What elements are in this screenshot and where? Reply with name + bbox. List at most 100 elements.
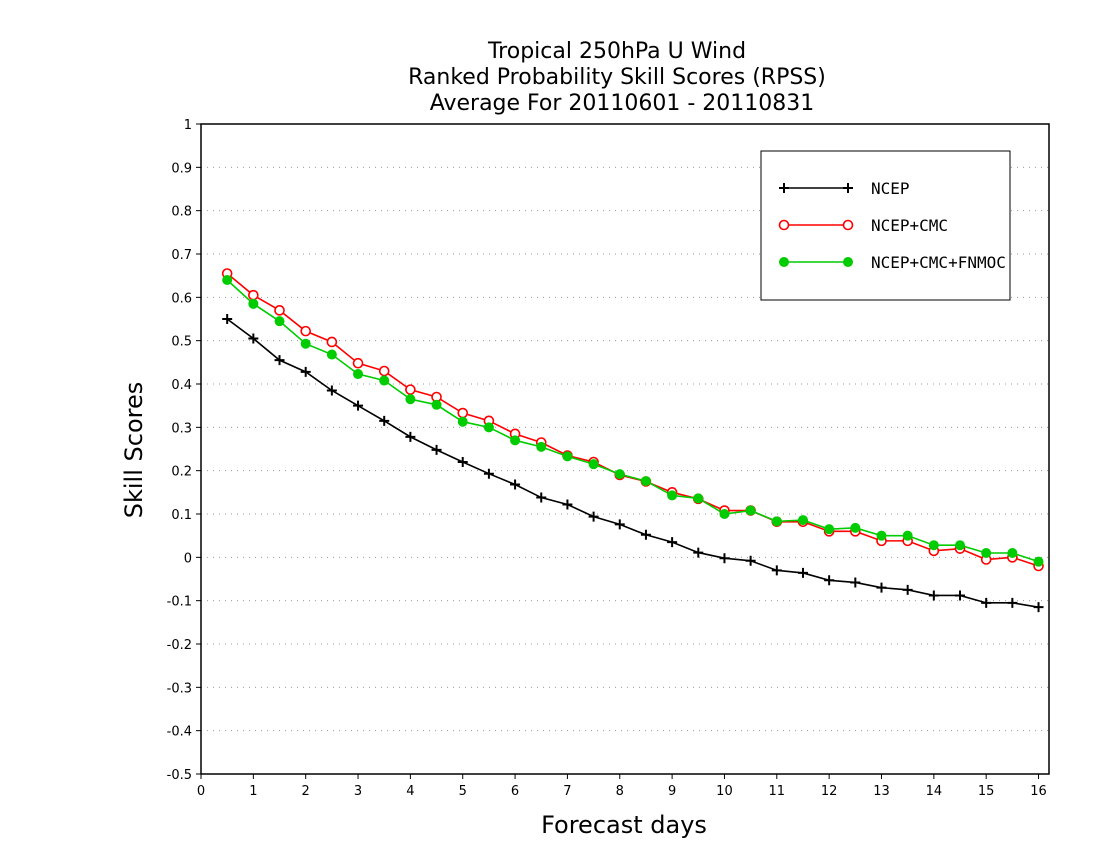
- chart-title-line-3: Average For 20110601 - 20110831: [430, 91, 815, 116]
- data-point-ncep-cmc: [300, 325, 311, 337]
- data-point-ncep: [248, 333, 259, 344]
- legend-entry-ncep: NCEP: [779, 179, 910, 198]
- x-axis-title: Forecast days: [541, 811, 707, 839]
- data-point-ncep-cmc-fnmoc: [928, 540, 939, 551]
- data-point-ncep: [771, 565, 782, 576]
- data-point-ncep-cmc-fnmoc: [300, 338, 311, 349]
- data-point-ncep-cmc-fnmoc: [797, 515, 808, 526]
- plot-frame: [200, 123, 1050, 775]
- x-tick-label: 12: [821, 784, 838, 799]
- data-point-ncep-cmc: [274, 305, 285, 316]
- series-line-ncep: [226, 318, 1039, 608]
- chart-title: Tropical 250hPa U Wind Ranked Probabilit…: [408, 39, 826, 116]
- y-tick-label: 0.1: [171, 508, 192, 523]
- data-point-ncep-cmc-fnmoc: [588, 459, 599, 470]
- data-point-ncep: [405, 431, 416, 442]
- legend-marker: [842, 219, 854, 231]
- data-point-ncep-cmc-fnmoc: [719, 509, 730, 519]
- legend-entry-ncep-cmc: NCEP+CMC: [778, 216, 948, 235]
- data-point-ncep-cmc-fnmoc: [248, 298, 259, 309]
- data-point-ncep-cmc-fnmoc: [824, 524, 835, 535]
- y-tick-label: 0.4: [171, 378, 192, 393]
- legend-marker: [779, 183, 789, 193]
- data-point-ncep-cmc-fnmoc: [274, 316, 285, 327]
- data-point-ncep: [379, 415, 390, 426]
- data-point-ncep: [824, 575, 835, 586]
- data-point-ncep: [1007, 597, 1018, 608]
- chart-title-line-2: Ranked Probability Skill Scores (RPSS): [408, 65, 826, 90]
- y-tick-label: -0.4: [167, 725, 192, 740]
- data-point-ncep: [797, 567, 808, 578]
- data-point-ncep: [928, 590, 939, 601]
- data-point-ncep: [981, 597, 992, 608]
- series-line-ncep-cmc-fnmoc: [226, 279, 1039, 563]
- x-tick-label: 11: [769, 784, 786, 799]
- data-point-ncep-cmc-fnmoc: [510, 435, 521, 446]
- data-point-ncep-cmc-fnmoc: [902, 530, 913, 541]
- data-point-ncep-cmc-fnmoc: [326, 349, 337, 360]
- legend-label: NCEP: [871, 179, 910, 198]
- y-tick-label: 0.7: [171, 248, 192, 263]
- data-point-ncep-cmc-fnmoc: [955, 540, 966, 551]
- x-tick-label: 15: [978, 784, 995, 799]
- series-layer: [221, 268, 1044, 613]
- data-point-ncep: [431, 444, 442, 455]
- y-axis-title: Skill Scores: [120, 382, 148, 519]
- data-point-ncep: [353, 400, 364, 411]
- y-tick-label: 1: [184, 118, 192, 133]
- data-point-ncep: [955, 590, 966, 601]
- x-tick-label: 3: [354, 784, 362, 799]
- data-point-ncep: [588, 511, 599, 522]
- series-line-ncep-cmc: [226, 272, 1039, 567]
- x-tick-label: 16: [1030, 784, 1047, 799]
- data-point-ncep: [876, 582, 887, 593]
- data-point-ncep-cmc-fnmoc: [379, 375, 390, 386]
- data-point-ncep-cmc: [457, 407, 469, 419]
- data-point-ncep-cmc-fnmoc: [667, 490, 678, 501]
- legend-marker: [779, 257, 789, 267]
- data-point-ncep: [719, 553, 730, 564]
- data-point-ncep: [222, 314, 233, 324]
- legend-marker: [843, 183, 853, 193]
- data-point-ncep-cmc: [405, 384, 416, 395]
- data-point-ncep-cmc-fnmoc: [562, 451, 573, 462]
- data-point-ncep-cmc-fnmoc: [1033, 556, 1044, 567]
- data-point-ncep-cmc: [326, 336, 338, 348]
- x-tick-label: 5: [459, 784, 467, 799]
- data-point-ncep: [536, 492, 547, 503]
- legend-entries: NCEP NCEP+CMC NCEP+CMC+FNMOC: [778, 179, 1006, 272]
- legend-entry-ncep-cmc-fnmoc: NCEP+CMC+FNMOC: [779, 253, 1006, 272]
- y-tick-label: 0.5: [171, 335, 192, 350]
- series-ncep-cmc: [221, 268, 1044, 572]
- y-tick-label: -0.2: [167, 638, 192, 653]
- x-tick-label: 6: [511, 784, 519, 799]
- legend-label: NCEP+CMC+FNMOC: [871, 253, 1006, 272]
- data-point-ncep: [850, 577, 861, 588]
- x-tick-label: 7: [563, 784, 571, 799]
- data-point-ncep-cmc-fnmoc: [536, 441, 547, 452]
- data-point-ncep-cmc: [378, 365, 390, 377]
- y-tick-label: -0.5: [167, 768, 192, 783]
- data-point-ncep: [510, 479, 521, 490]
- legend: NCEP NCEP+CMC NCEP+CMC+FNMOC: [760, 150, 1011, 301]
- data-point-ncep-cmc-fnmoc: [353, 369, 364, 380]
- data-point-ncep-cmc-fnmoc: [850, 522, 861, 533]
- series-ncep: [222, 314, 1044, 613]
- data-point-ncep-cmc-fnmoc: [222, 275, 233, 285]
- data-point-ncep-cmc-fnmoc: [1007, 548, 1018, 558]
- data-point-ncep-cmc-fnmoc: [614, 469, 625, 480]
- x-tick-label: 4: [406, 784, 414, 799]
- x-tick-label: 8: [616, 784, 624, 799]
- legend-marker: [843, 257, 853, 267]
- series-ncep-cmc-fnmoc: [222, 275, 1044, 567]
- data-point-ncep-cmc-fnmoc: [981, 548, 992, 558]
- x-tick-label: 9: [668, 784, 676, 799]
- y-tick-label: 0.3: [171, 421, 192, 436]
- y-tick-label: 0.2: [171, 465, 192, 480]
- y-tick-label: 0: [184, 551, 192, 566]
- y-tick-label: 0.8: [171, 205, 192, 220]
- data-point-ncep-cmc-fnmoc: [431, 399, 442, 410]
- data-point-ncep-cmc: [352, 357, 364, 369]
- data-point-ncep-cmc-fnmoc: [640, 476, 651, 487]
